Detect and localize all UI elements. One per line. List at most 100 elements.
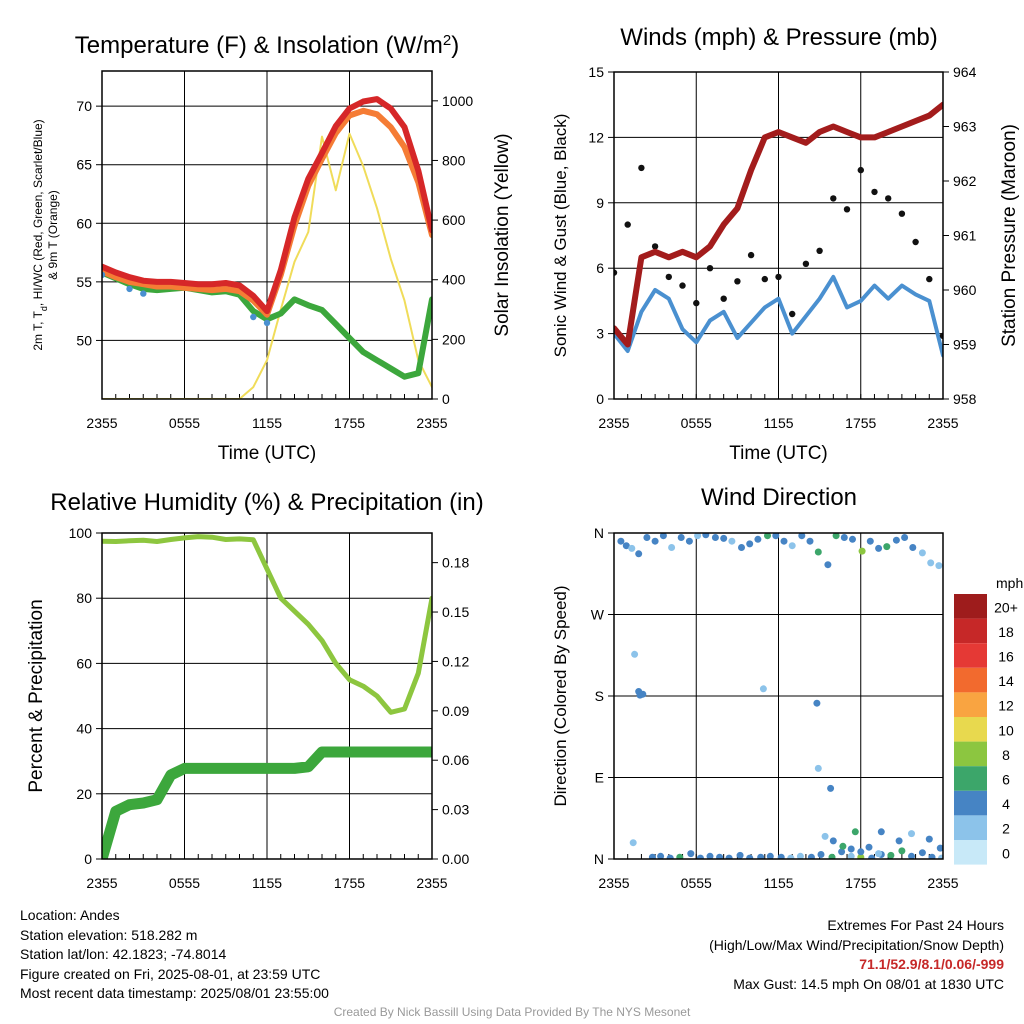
direction-point xyxy=(849,535,856,543)
y2-tick-label: 1000 xyxy=(442,93,473,109)
y-axis-label: 2m T, Td, HI/WC (Red, Green, Scarlet/Blu… xyxy=(31,119,49,350)
y-axis-label: Percent & Precipitation xyxy=(26,599,47,792)
y-tick-label: 0 xyxy=(84,851,92,867)
x-tick-label: 0555 xyxy=(681,415,712,431)
direction-point xyxy=(892,536,900,544)
direction-point xyxy=(908,830,915,838)
y-tick-label: 0 xyxy=(596,391,604,407)
direction-point xyxy=(927,559,935,567)
colorbar-label: 10 xyxy=(998,722,1014,738)
x-tick-label: 1755 xyxy=(845,415,876,431)
colorbar-swatch xyxy=(954,594,987,619)
direction-point xyxy=(901,534,909,541)
x-tick-label: 2355 xyxy=(416,415,447,431)
y2-tick-label: 0.06 xyxy=(442,752,469,768)
plot-area xyxy=(614,101,943,358)
direction-point xyxy=(687,850,695,858)
direction-point xyxy=(798,533,806,540)
y-tick-label: 40 xyxy=(76,721,92,737)
latlon-label: Station lat/lon: 42.1823; -74.8014 xyxy=(20,946,227,962)
chart-panel-temp: Temperature (F) & Insolation (W/m2) 50 55 6… xyxy=(31,32,513,465)
direction-point xyxy=(918,849,926,857)
plot-frame xyxy=(613,532,944,860)
x-tick-label: 1155 xyxy=(252,875,282,891)
colorbar-label: 2 xyxy=(1002,821,1010,837)
figure-created-label: Figure created on Fri, 2025-08-01, at 23… xyxy=(20,965,321,982)
plot-area xyxy=(102,96,432,399)
series-point-hi-wc xyxy=(140,290,147,297)
x-axis-label: Time (UTC) xyxy=(218,443,317,464)
direction-point xyxy=(706,852,714,859)
colorbar-swatch xyxy=(954,766,987,791)
x-tick-label: 0555 xyxy=(169,415,200,431)
chart-title-rh: Relative Humidity (%) & Precipitation (i… xyxy=(50,489,483,516)
series-point-gust xyxy=(802,260,810,267)
direction-point xyxy=(857,848,865,856)
direction-point xyxy=(824,561,832,569)
colorbar-swatch xyxy=(954,741,987,767)
series-point-gust xyxy=(679,282,686,289)
direction-point xyxy=(736,851,744,859)
y-axis-label-part: , HI/WC (Red, Green, Scarlet/Blue) xyxy=(31,119,45,306)
y2-tick-label: 0.03 xyxy=(442,802,469,818)
direction-point xyxy=(780,537,788,545)
series-point-gust xyxy=(898,210,906,217)
y-axis-label: Direction (Colored By Speed) xyxy=(551,585,570,806)
series-point-gust xyxy=(638,164,645,172)
colorbar-swatch xyxy=(954,840,987,865)
colorbar-swatch xyxy=(954,692,987,717)
direction-point xyxy=(925,835,933,843)
direction-point xyxy=(877,828,885,836)
y2-tick-label: 0.15 xyxy=(442,604,469,620)
series-point-gust xyxy=(871,188,878,196)
direction-point xyxy=(685,537,693,545)
y-tick-label: 6 xyxy=(596,260,604,276)
direction-point xyxy=(725,854,733,859)
y2-tick-label: 400 xyxy=(442,272,466,288)
y2-axis-label: Solar Insolation (Yellow) xyxy=(492,133,513,336)
direction-point xyxy=(746,540,754,548)
direction-point xyxy=(716,853,724,859)
direction-point xyxy=(648,853,656,859)
series-point-gust xyxy=(720,295,727,302)
y2-tick-label: 0 xyxy=(442,391,450,407)
direction-point xyxy=(657,852,665,859)
y2-tick-label: 0.09 xyxy=(442,703,469,719)
y2-tick-label: 600 xyxy=(442,212,466,228)
y2-tick-label: 0.00 xyxy=(442,851,469,867)
plot-area xyxy=(617,533,943,859)
series-point-gust xyxy=(857,166,864,174)
x-tick-label: 1755 xyxy=(845,875,876,891)
direction-point xyxy=(847,845,855,853)
direction-point xyxy=(720,534,728,542)
chart-title-temp: Temperature (F) & Insolation (W/m2) xyxy=(75,32,459,60)
y-axis-label-part: 2m T, T xyxy=(31,310,45,350)
direction-point xyxy=(764,533,771,540)
y-axis-label-line2: & 9m T (Orange) xyxy=(46,190,60,280)
credit-label: Created By Nick Bassill Using Data Provi… xyxy=(333,1005,691,1019)
direction-point xyxy=(857,853,865,859)
direction-point xyxy=(814,764,822,772)
series-line-precipitation xyxy=(102,746,432,859)
direction-point xyxy=(938,854,943,859)
direction-point xyxy=(728,537,736,545)
direction-point xyxy=(622,542,630,550)
series-line-sonic-wind xyxy=(614,274,943,358)
series-point-hi-wc xyxy=(126,285,133,293)
x-tick-label: 1155 xyxy=(252,415,282,431)
y2-tick-label: 0.12 xyxy=(442,653,469,669)
direction-point xyxy=(909,544,917,551)
y2-tick-label: 200 xyxy=(442,331,466,347)
series-point-gust xyxy=(614,269,618,276)
y-tick-label: 12 xyxy=(588,129,604,145)
direction-point xyxy=(677,534,685,541)
direction-point xyxy=(631,650,639,658)
y-tick-label: W xyxy=(591,607,605,623)
colorbar-label: 8 xyxy=(1002,747,1010,763)
y2-tick-label: 961 xyxy=(953,228,977,244)
direction-point xyxy=(807,853,815,859)
y-tick-label: 9 xyxy=(596,195,604,211)
y-tick-label: N xyxy=(594,851,604,867)
series-line-station-pressure xyxy=(614,101,943,348)
